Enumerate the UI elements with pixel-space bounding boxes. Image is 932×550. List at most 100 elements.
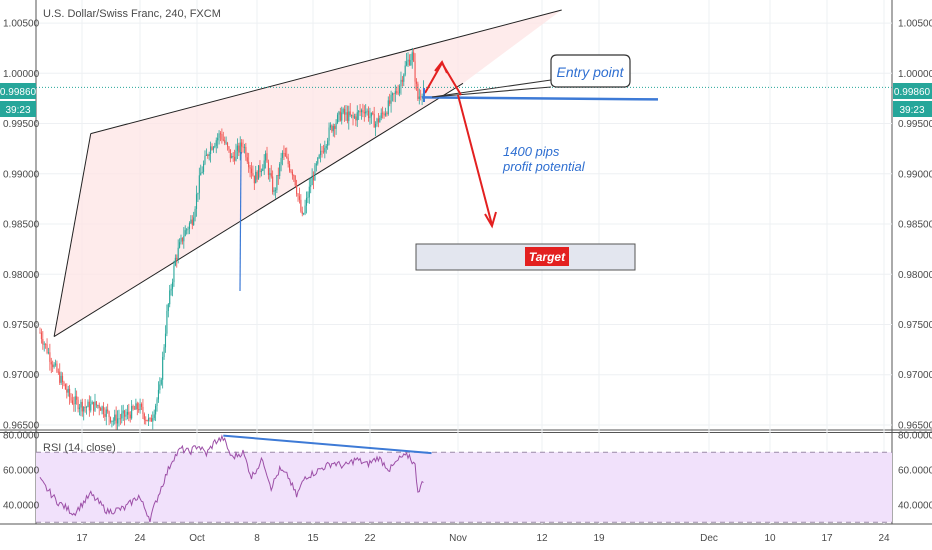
annotation-layer: [36, 60, 892, 292]
rsi-tick-label-left: 60.0000: [3, 465, 40, 476]
candle-body: [342, 109, 344, 113]
candle-body: [363, 112, 365, 114]
candle-body: [339, 111, 341, 121]
candle-body: [351, 114, 353, 116]
price-tick-label-left: 0.96500: [3, 420, 40, 431]
candle-body: [177, 247, 179, 260]
candle-body: [253, 175, 255, 184]
projection-arrow-down: [457, 94, 493, 226]
projection-arrow-up-head: [434, 60, 448, 74]
price-tick-label-right: 1.00500: [898, 19, 932, 30]
candle-body: [373, 114, 375, 128]
time-tick-label: 17: [76, 533, 88, 544]
candle-body: [260, 170, 262, 173]
candle-body: [107, 409, 109, 412]
candle-body: [59, 371, 61, 383]
last-price-right: 0.99860: [894, 87, 931, 98]
candle-body: [122, 410, 124, 414]
rsi-label: RSI (14, close): [43, 442, 116, 454]
candle-body: [118, 418, 120, 420]
candle-body: [152, 417, 154, 422]
candle-body: [70, 397, 72, 401]
candle-body: [45, 343, 47, 345]
candle-body: [136, 403, 138, 410]
candle-body: [195, 194, 198, 209]
candle-body: [272, 176, 274, 192]
candle-body: [279, 163, 281, 177]
candle-body: [169, 290, 171, 305]
candle-body: [413, 52, 415, 62]
candle-body: [367, 110, 370, 119]
candle-body: [294, 175, 296, 186]
candle-body: [146, 419, 148, 421]
candle-body: [369, 116, 371, 119]
candle-body: [52, 364, 54, 368]
candle-body: [124, 410, 126, 417]
candle-body: [193, 217, 195, 226]
candle-body: [387, 100, 389, 115]
time-tick-label: 17: [821, 533, 833, 544]
countdown-right: 39:23: [899, 105, 924, 116]
candle-body: [153, 414, 155, 418]
candle-body: [370, 112, 372, 117]
price-tick-label-right: 0.99000: [898, 169, 932, 180]
candle-body: [246, 157, 248, 162]
candle-body: [346, 112, 348, 121]
time-tick-label: Nov: [449, 533, 467, 544]
candle-body: [173, 265, 175, 283]
candle-body: [77, 399, 79, 410]
candle-body: [145, 419, 147, 421]
candle-body: [226, 142, 229, 147]
wedge-upper-line: [90, 9, 562, 135]
last-price-tag-right: 0.99860 39:23: [893, 83, 932, 117]
candle-body: [287, 157, 289, 165]
candle-body: [305, 197, 308, 206]
last-price-left: 0.99860: [0, 87, 37, 98]
candle-body: [325, 145, 327, 149]
rsi-tick-label-right: 60.0000: [898, 465, 932, 476]
candle-body: [126, 411, 128, 415]
candle-body: [155, 405, 157, 415]
candle-body: [232, 156, 234, 157]
candle-body: [345, 112, 347, 115]
candle-body: [210, 146, 212, 155]
candle-body: [298, 196, 300, 200]
target-label: Target: [529, 250, 566, 264]
rsi-tick-label-left: 80.0000: [3, 430, 40, 441]
candle-body: [321, 150, 323, 152]
candle-body: [397, 92, 399, 94]
candle-body: [181, 237, 183, 242]
candle-body: [46, 344, 48, 353]
countdown-left: 39:23: [5, 105, 30, 116]
entry-point-callout: Entry point: [550, 54, 631, 88]
candle-body: [83, 406, 85, 412]
candle-body: [159, 384, 161, 390]
candle-body: [389, 100, 391, 104]
candle-body: [132, 406, 134, 409]
candle-body: [78, 407, 81, 410]
candle-body: [40, 332, 42, 340]
time-tick-label: Dec: [700, 533, 718, 544]
axis-layer: 1.00500 1.00500 1.00000 1.00000 0.99500 0.995…: [3, 19, 932, 544]
candle-body: [311, 177, 313, 186]
candle-body: [322, 151, 324, 153]
candle-body: [393, 93, 395, 95]
candle-body: [80, 401, 82, 408]
candle-body: [105, 409, 107, 417]
candle-body: [314, 165, 316, 181]
candle-body: [249, 167, 251, 169]
candle-body: [198, 175, 200, 193]
candle-body: [42, 339, 44, 345]
candle-body: [142, 406, 144, 414]
candle-body: [111, 420, 113, 422]
candle-body: [396, 91, 398, 93]
candle-body: [60, 375, 62, 383]
candle-body: [375, 123, 377, 128]
candle-body: [320, 150, 322, 156]
candle-body: [386, 113, 388, 115]
candle-body: [211, 146, 213, 150]
candle-body: [379, 118, 381, 123]
candle-body: [63, 382, 65, 385]
candle-body: [286, 156, 288, 158]
candle-body: [404, 65, 406, 75]
